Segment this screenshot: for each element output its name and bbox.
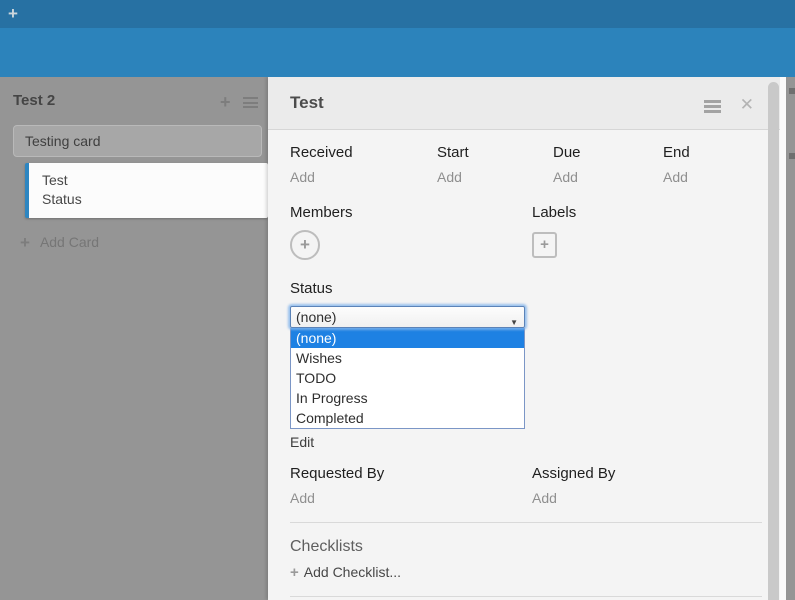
card-detail-header-icons: ✕ (704, 95, 754, 118)
card-detail-content: Received Add Start Add Due Add End Add M… (268, 130, 786, 597)
received-field: Received Add (290, 144, 437, 186)
plus-icon: + (540, 236, 549, 253)
requested-assigned-row: Requested By Add Assigned By Add (290, 465, 762, 507)
assigned-by-label: Assigned By (532, 465, 616, 482)
status-option-list: (none) Wishes TODO In Progress Completed (290, 328, 525, 429)
section-divider (290, 522, 762, 523)
chevron-down-icon: ▼ (510, 318, 518, 327)
top-bar: + (0, 0, 795, 28)
start-label: Start (437, 144, 469, 161)
plus-icon: + (20, 233, 30, 252)
status-option-in-progress[interactable]: In Progress (296, 390, 368, 406)
checklists-heading: Checklists (290, 538, 363, 555)
add-card-label: Add Card (39, 234, 100, 250)
dates-row: Received Add Start Add Due Add End Add (290, 144, 762, 186)
add-member-button[interactable]: + (290, 230, 320, 260)
end-field: End Add (663, 144, 762, 186)
members-field: Members + (290, 204, 532, 260)
end-add-link[interactable]: Add (663, 169, 688, 185)
assigned-by-field: Assigned By Add (532, 465, 762, 507)
requested-by-label: Requested By (290, 465, 385, 482)
members-labels-row: Members + Labels + (290, 204, 762, 260)
add-board-icon[interactable]: + (8, 4, 18, 23)
members-label: Members (290, 204, 353, 221)
card-detail-title: Test (290, 93, 324, 112)
list-add-card-icon[interactable]: + (220, 92, 231, 112)
card-detail-panel: Test ✕ Received Add Start Add Due Add En… (268, 77, 786, 600)
add-checklist-label: Add Checklist... (303, 564, 402, 580)
card-testing-card[interactable]: Testing card (13, 125, 262, 157)
assigned-by-add-link[interactable]: Add (532, 490, 557, 506)
status-option-todo[interactable]: TODO (296, 370, 337, 386)
start-add-link[interactable]: Add (437, 169, 462, 185)
labels-label: Labels (532, 204, 577, 221)
status-option-wishes[interactable]: Wishes (296, 350, 342, 366)
board-header-bar (0, 28, 795, 77)
section-divider (290, 596, 762, 597)
received-add-link[interactable]: Add (290, 169, 315, 185)
requested-by-field: Requested By Add (290, 465, 532, 507)
card-subtitle: Status (42, 191, 82, 207)
list-menu-icon[interactable] (243, 97, 258, 108)
hidden-list-icon-fragment (789, 88, 795, 94)
list-header: Test 2 + (13, 92, 260, 112)
status-option-completed[interactable]: Completed (296, 410, 364, 426)
scrollbar-thumb[interactable] (768, 82, 779, 600)
status-option-none[interactable]: (none) (291, 328, 524, 348)
add-checklist-button[interactable]: + Add Checklist... (290, 564, 762, 581)
add-card-button[interactable]: + Add Card (20, 233, 99, 253)
close-icon[interactable]: ✕ (739, 95, 754, 114)
list-title: Test 2 (13, 92, 56, 109)
status-select[interactable]: (none) ▼ (290, 306, 525, 328)
status-field: Status (none) ▼ (none) Wishes TODO In Pr… (290, 280, 762, 451)
plus-icon: + (290, 564, 299, 581)
due-field: Due Add (553, 144, 663, 186)
list-header-icons: + (220, 92, 258, 113)
scrollbar-track (780, 77, 786, 600)
labels-field: Labels + (532, 204, 762, 260)
card-test-selected[interactable]: Test Status (25, 163, 268, 218)
card-title: Test (42, 172, 68, 188)
status-edit-link[interactable]: Edit (290, 434, 315, 450)
card-menu-icon[interactable] (704, 100, 722, 113)
due-add-link[interactable]: Add (553, 169, 578, 185)
start-field: Start Add (437, 144, 553, 186)
list-test-2: Test 2 + Testing card Test Status + Add C… (0, 77, 268, 600)
requested-by-add-link[interactable]: Add (290, 490, 315, 506)
status-label: Status (290, 280, 333, 297)
due-label: Due (553, 144, 581, 161)
add-label-button[interactable]: + (532, 232, 557, 258)
status-selected-value: (none) (296, 309, 337, 325)
received-label: Received (290, 144, 353, 161)
plus-icon: + (300, 235, 310, 254)
card-title: Testing card (25, 133, 101, 149)
end-label: End (663, 144, 690, 161)
card-detail-header: Test ✕ (268, 77, 786, 130)
hidden-list-icon-fragment (789, 153, 795, 159)
